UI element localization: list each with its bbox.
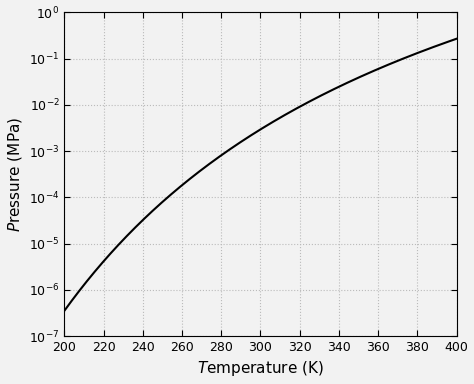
Y-axis label: $\mathit{P}$ressure (MPa): $\mathit{P}$ressure (MPa) (6, 117, 24, 232)
X-axis label: $\mathit{T}$emperature (K): $\mathit{T}$emperature (K) (197, 359, 324, 379)
